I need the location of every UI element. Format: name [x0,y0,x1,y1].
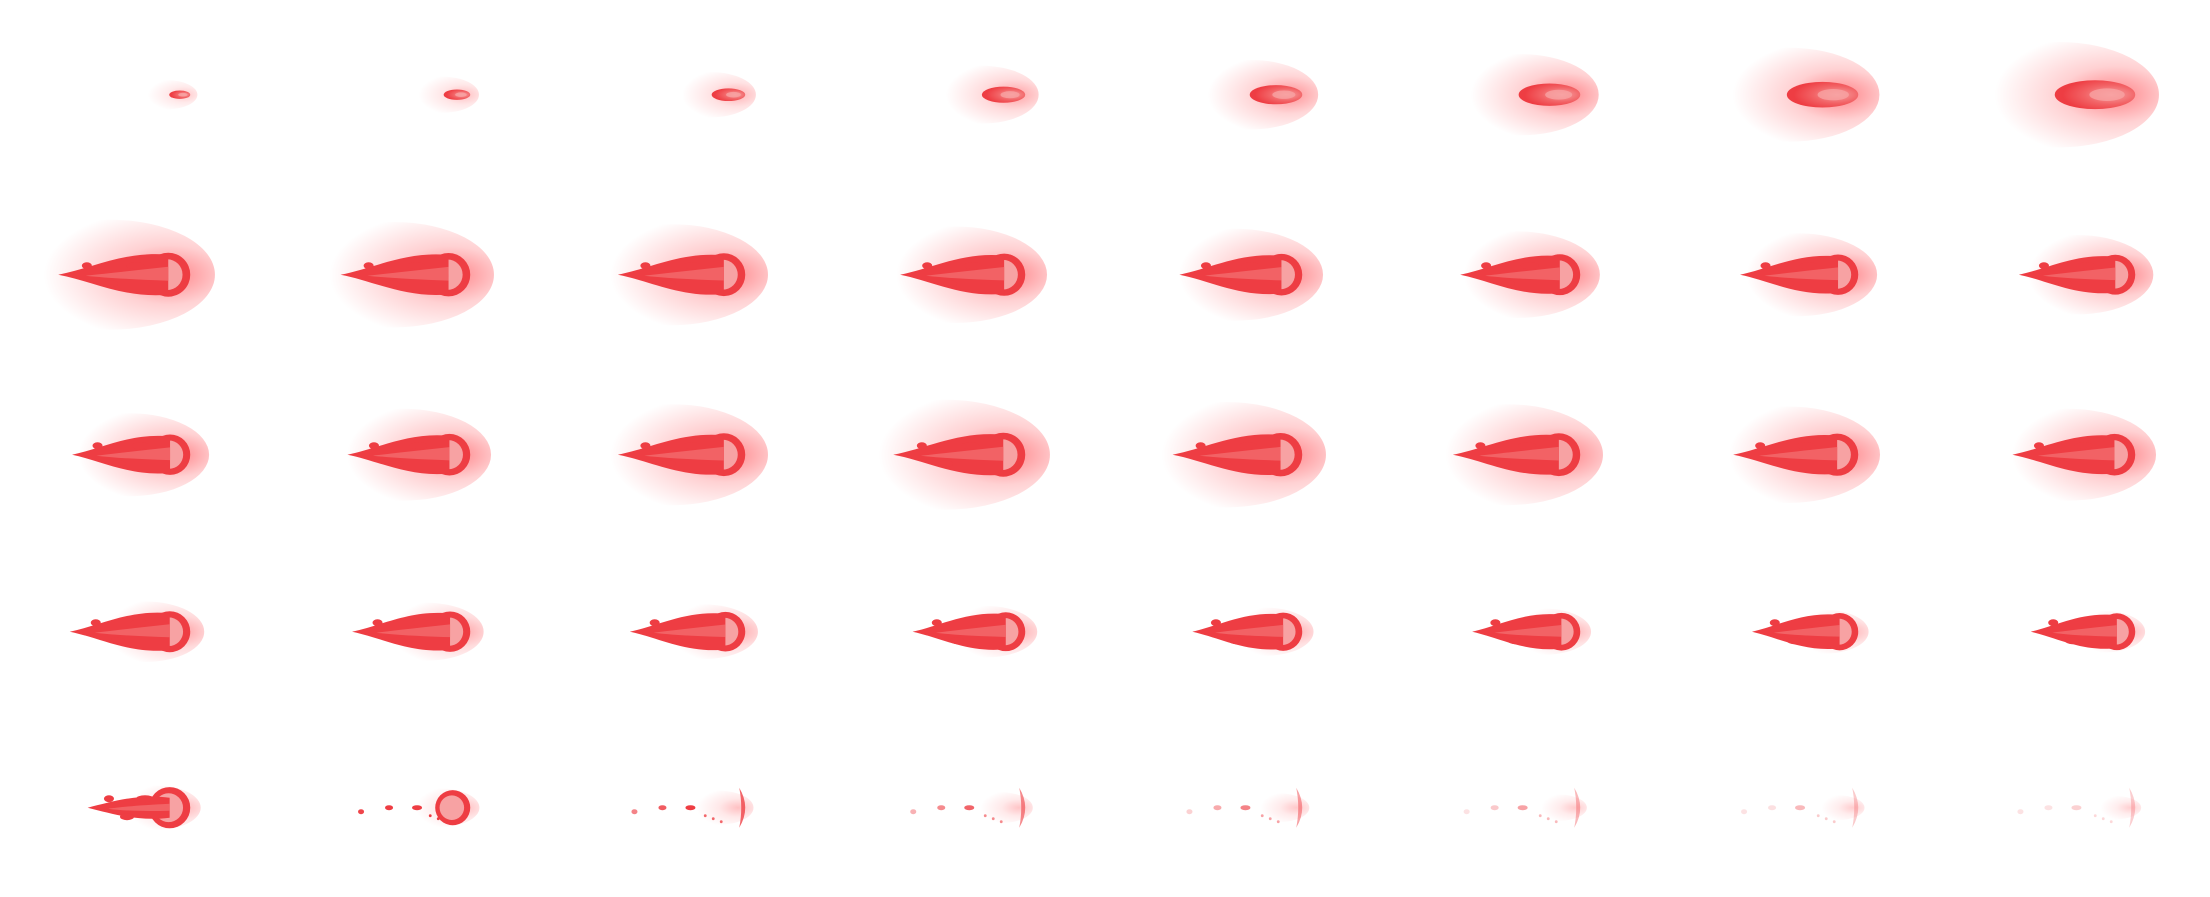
fireball-frame-40 [2017,787,2141,828]
fireball-frame-1 [136,80,198,110]
fireball-frame-17 [49,413,209,497]
fireball-frame-3 [665,72,756,118]
fireball-frame-26 [351,603,484,661]
fireball-frame-25 [69,601,204,663]
fireball-frame-32 [2030,611,2145,653]
fireball-frame-9 [5,219,215,330]
fireball-frame-39 [1740,787,1865,828]
fireball-frame-21 [1124,402,1326,508]
fireball-frame-35 [631,787,754,828]
fireball-frame-13 [1146,228,1323,321]
fireball-frame-7 [1699,48,1880,142]
fireball-frame-36 [909,787,1033,828]
fireball-frame-30 [1471,609,1591,655]
fireball-frame-11 [575,224,768,326]
fireball-frame-10 [292,222,494,328]
fireball-frame-14 [1433,231,1600,319]
fireball-frame-38 [1463,787,1587,828]
fireball-frame-6 [1442,54,1599,136]
fireball-frame-23 [1695,406,1880,504]
fireball-frame-37 [1186,787,1310,828]
fireball-frame-33 [87,785,201,831]
fireball-frame-24 [1979,408,2156,501]
fireball-frame-15 [1717,233,1877,317]
fireball-frame-8 [1957,42,2159,148]
fireball-frame-16 [2000,235,2154,315]
fireball-frame-12 [862,226,1047,324]
fireball-frame-27 [629,604,758,660]
fireball-frame-18 [314,408,491,501]
fireball-frame-28 [912,606,1037,658]
fireball-frame-19 [575,404,768,506]
fireball-frame-5 [1183,60,1318,130]
fireball-frame-2 [405,76,479,114]
fireball-frame-20 [840,399,1050,510]
fireball-frame-4 [925,66,1039,124]
fireball-frame-29 [1192,607,1314,657]
fireball-frame-31 [1751,610,1869,654]
fireball-frame-34 [357,788,480,828]
fireball-frame-22 [1410,404,1603,506]
